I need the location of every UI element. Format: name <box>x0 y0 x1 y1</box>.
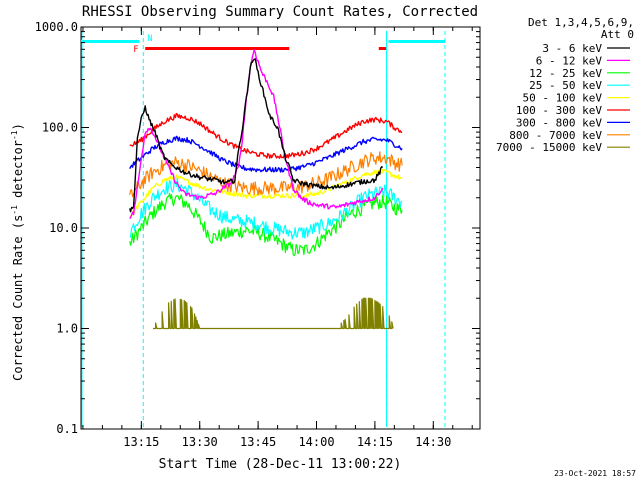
y-tick-label-4: 1000.0 <box>35 20 78 34</box>
y-axis-label-end: ) <box>11 123 25 130</box>
date-stamp: 23-Oct-2021 18:57 <box>554 469 636 478</box>
y-axis-label-sup2: -1 <box>10 130 19 140</box>
x-tick-label-4: 14:15 <box>357 435 393 449</box>
x-tick-label-3: 14:00 <box>298 435 334 449</box>
series-line-8 <box>153 297 394 330</box>
saa-bar-0 <box>81 40 140 43</box>
y-axis-label-mid: detector <box>11 140 25 205</box>
flare-bar-1 <box>378 47 387 50</box>
x-tick-label-2: 13:45 <box>240 435 276 449</box>
y-axis-label: Corrected Count Rate (s-1 detector-1) <box>10 123 25 381</box>
series-line-5 <box>129 112 403 159</box>
legend-header-line-2: Att 0 <box>601 28 634 41</box>
y-axis-label-sup1: -1 <box>10 205 19 215</box>
y-axis-label-main: Corrected Count Rate (s <box>11 215 25 381</box>
legend-header-line-1: Det 1,3,4,5,6,9, <box>528 16 634 29</box>
series-line-1 <box>129 49 384 220</box>
series-line-6 <box>129 135 403 173</box>
legend-label-8: 7000 - 15000 keV <box>496 141 602 154</box>
legend-label-4: 50 - 100 keV <box>523 92 603 105</box>
y-tick-label-0: 0.1 <box>56 422 78 436</box>
chart-title: RHESSI Observing Summary Count Rates, Co… <box>82 4 478 20</box>
axes-layer: 0.1 1.0 10.0 100.0 1000.0 13:15 13:30 13:45 14:0… <box>35 20 480 449</box>
x-tick-label-1: 13:30 <box>182 435 218 449</box>
y-tick-label-1: 1.0 <box>56 322 78 336</box>
legend-label-2: 12 - 25 keV <box>529 67 602 80</box>
flare-bar-0 <box>145 47 290 50</box>
series-line-0 <box>129 58 384 213</box>
legend-label-1: 6 - 12 keV <box>536 54 603 67</box>
legend-label-5: 100 - 300 keV <box>516 104 602 117</box>
series-layer <box>129 49 403 330</box>
series-line-2 <box>129 192 403 257</box>
series-line-4 <box>129 168 403 218</box>
legend-label-0: 3 - 6 keV <box>542 42 602 55</box>
legend-label-3: 25 - 50 keV <box>529 79 602 92</box>
legend-label-6: 300 - 800 keV <box>516 116 602 129</box>
series-line-7 <box>129 151 403 198</box>
y-tick-label-2: 10.0 <box>49 221 78 235</box>
legend-label-7: 800 - 7000 keV <box>509 129 602 142</box>
x-tick-label-5: 14:30 <box>415 435 451 449</box>
x-tick-label-0: 13:15 <box>123 435 159 449</box>
flare-label: F <box>133 45 138 55</box>
saa-label: N <box>147 34 152 44</box>
y-tick-label-3: 100.0 <box>42 121 78 135</box>
x-axis-label: Start Time (28-Dec-11 13:00:22) <box>159 457 402 472</box>
saa-bar-1 <box>388 40 445 43</box>
